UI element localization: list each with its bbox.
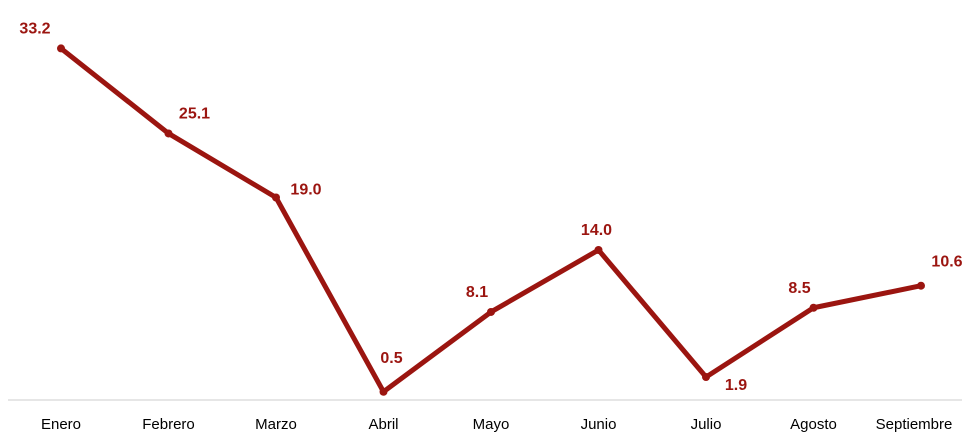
x-tick-label-marzo: Marzo [255, 416, 297, 433]
data-label-mayo: 8.1 [466, 284, 488, 301]
data-point-julio [702, 373, 710, 382]
data-point-abril [379, 387, 388, 396]
x-tick-label-julio: Julio [691, 416, 722, 433]
data-point-marzo [272, 193, 280, 202]
data-label-julio: 1.9 [725, 377, 747, 394]
data-label-marzo: 19.0 [290, 182, 321, 199]
data-label-septiembre: 10.6 [931, 254, 962, 271]
x-tick-label-mayo: Mayo [473, 416, 510, 433]
data-label-agosto: 8.5 [788, 280, 810, 297]
data-label-abril: 0.5 [380, 350, 402, 367]
data-point-febrero [164, 129, 173, 138]
data-labels: 33.2 25.1 19.0 0.5 8.1 14.0 1.9 8.5 10.6 [19, 20, 962, 394]
data-label-enero: 33.2 [19, 20, 50, 37]
x-tick-label-junio: Junio [581, 416, 617, 433]
data-label-febrero: 25.1 [179, 105, 210, 122]
x-tick-label-febrero: Febrero [142, 416, 195, 433]
x-tick-label-agosto: Agosto [790, 416, 837, 433]
data-point-junio [594, 246, 603, 254]
data-point-mayo [487, 307, 495, 316]
data-point-septiembre [917, 281, 925, 290]
x-axis-tick-labels: Enero Febrero Marzo Abril Mayo Junio Julio Agos… [41, 416, 952, 433]
data-point-enero [57, 44, 65, 53]
data-points [57, 44, 925, 396]
x-tick-label-septiembre: Septiembre [876, 416, 953, 433]
x-tick-label-enero: Enero [41, 416, 81, 433]
series-line [58, 45, 924, 395]
x-tick-label-abril: Abril [368, 416, 398, 433]
data-label-junio: 14.0 [581, 222, 612, 239]
data-point-agosto [809, 303, 818, 312]
